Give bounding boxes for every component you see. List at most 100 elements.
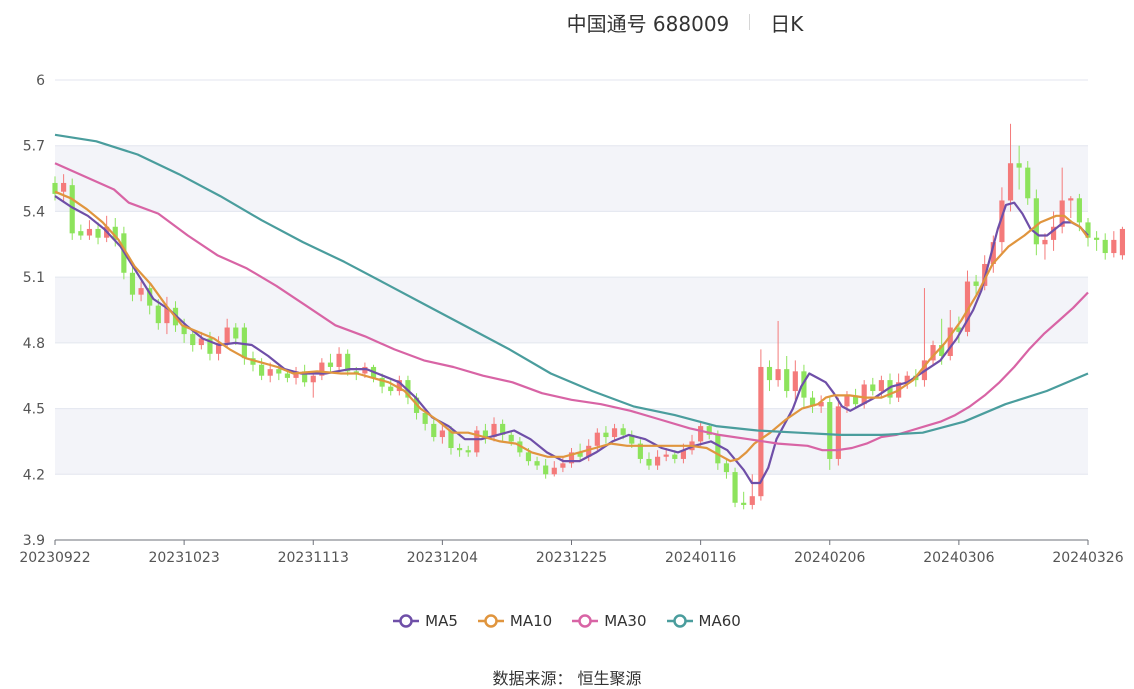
candle-body	[594, 432, 600, 446]
candle-body	[1085, 222, 1091, 238]
candle-body	[112, 226, 118, 240]
candle-body	[1068, 198, 1074, 201]
candle-body	[405, 380, 411, 398]
candle-body	[715, 434, 721, 464]
candle-body	[310, 375, 316, 383]
candle-body	[138, 288, 144, 295]
candle-body	[1025, 167, 1031, 199]
candle-body	[474, 430, 480, 453]
candle-body	[336, 353, 342, 367]
candle-body	[930, 345, 936, 361]
title-divider	[749, 14, 751, 30]
series-line-ma10	[54, 190, 1089, 463]
candle-body	[129, 272, 136, 295]
candle-body	[396, 380, 402, 392]
series-line-ma5	[54, 195, 1089, 485]
candle-body	[956, 327, 962, 332]
chart-title: 中国通号 688009	[566, 11, 730, 36]
candle-body	[1016, 163, 1022, 168]
y-tick-label: 3.9	[23, 533, 45, 549]
candle-body	[586, 445, 592, 457]
period-label: 日K	[770, 11, 804, 36]
candle-body	[749, 496, 755, 505]
candle-body	[388, 386, 394, 392]
candle-body	[1102, 239, 1108, 254]
candle-body	[680, 450, 686, 459]
candle-body	[973, 281, 979, 286]
candle-body	[198, 338, 204, 346]
candle-body	[698, 426, 704, 442]
candle-body	[293, 371, 299, 378]
candle-body	[448, 430, 454, 448]
legend-item-ma60[interactable]: MA60	[666, 612, 741, 630]
chart-header: 中国通号 688009 日K	[0, 6, 1134, 38]
candle-body	[1111, 239, 1117, 254]
candle-body	[69, 185, 75, 234]
x-tick-label: 20231204	[407, 550, 478, 566]
candle-body	[861, 384, 867, 405]
legend-label: MA5	[425, 612, 458, 630]
candle-body	[629, 434, 635, 444]
candle-body	[491, 423, 497, 438]
candle-body	[637, 443, 643, 459]
legend-item-ma10[interactable]: MA10	[477, 612, 552, 630]
candle-body	[947, 327, 953, 356]
candle-body	[551, 467, 557, 475]
candle-body	[147, 288, 153, 306]
candle-body	[500, 423, 506, 435]
candle-body	[233, 327, 239, 339]
candle-body	[732, 472, 738, 503]
candle-body	[276, 369, 282, 374]
candle-body	[741, 502, 747, 505]
candle-body	[52, 182, 58, 194]
candle-body	[319, 362, 325, 376]
candle-body	[852, 395, 859, 405]
candle-body	[939, 345, 945, 356]
candle-body	[568, 452, 575, 464]
candle-body	[1059, 200, 1065, 227]
candle-body	[904, 375, 910, 383]
legend-item-ma5[interactable]: MA5	[393, 612, 458, 630]
candle-body	[999, 200, 1005, 243]
candle-body	[78, 231, 84, 236]
candle-body	[164, 307, 170, 324]
data-source: 数据来源： 恒生聚源	[0, 665, 1134, 689]
candle-body	[844, 395, 850, 407]
candle-body	[155, 305, 161, 324]
y-tick-label: 4.2	[23, 467, 45, 483]
candle-body	[775, 369, 781, 381]
grid-band	[55, 145, 1088, 212]
candle-body	[431, 423, 437, 438]
legend-item-ma30[interactable]: MA30	[572, 612, 647, 630]
candle-body	[887, 380, 893, 398]
candle-body	[86, 228, 93, 236]
candle-body	[827, 402, 833, 459]
x-tick-label: 20240206	[794, 550, 865, 566]
candle-body	[422, 412, 428, 424]
candle-body	[181, 325, 187, 335]
candle-body	[818, 402, 824, 407]
candle-body	[61, 182, 67, 192]
candle-body	[345, 353, 351, 372]
x-tick-label: 20231023	[148, 550, 219, 566]
y-tick-label: 5.4	[23, 204, 45, 220]
candle-body	[215, 342, 222, 354]
candle-body	[577, 452, 583, 457]
candle-body	[611, 428, 618, 438]
candle-body	[809, 397, 816, 407]
legend-ma30-icon	[572, 614, 599, 628]
candle-body	[1094, 237, 1100, 240]
candle-body	[457, 448, 463, 451]
y-tick-label: 5.1	[23, 270, 45, 286]
x-tick-label: 20231113	[278, 550, 349, 566]
candle-body	[1033, 198, 1039, 245]
candle-body	[534, 461, 540, 466]
y-tick-label: 6	[36, 73, 45, 89]
legend-label: MA60	[698, 612, 741, 630]
candle-body	[302, 371, 308, 383]
x-tick-label: 20240116	[665, 550, 736, 566]
candle-body	[267, 369, 273, 376]
legend-ma60-icon	[666, 614, 693, 628]
candle-body	[95, 228, 101, 238]
candle-body	[327, 362, 334, 367]
